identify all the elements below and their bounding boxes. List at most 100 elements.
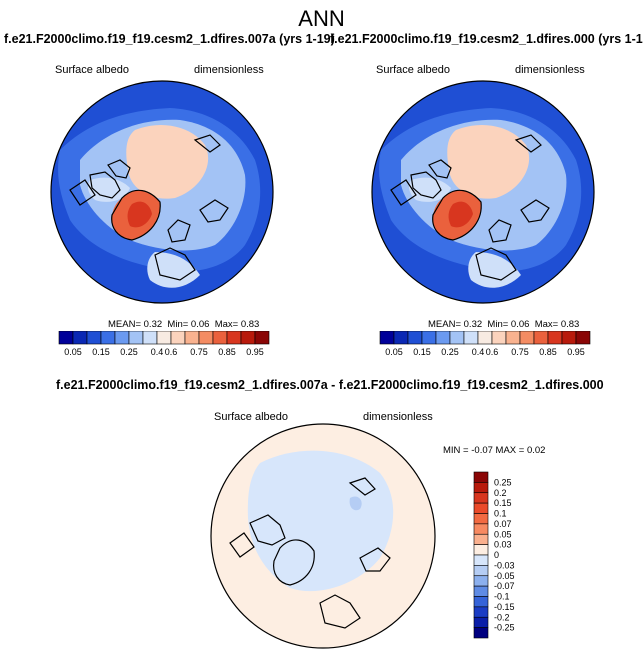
colorbar-swatch: [100, 331, 116, 345]
right-greenland-top: [448, 201, 473, 228]
diff-colorbar-swatch: [473, 471, 489, 483]
diff-colorbar-swatch: [473, 606, 489, 618]
diff-min-label: MIN =: [443, 445, 469, 456]
colorbar-swatch: [547, 331, 563, 345]
colorbar-swatch: [449, 331, 465, 345]
left-seaice: [126, 125, 209, 199]
colorbar-tick-label: 0.75: [511, 347, 529, 357]
diff-coastline: [273, 539, 315, 586]
left-coastline: [89, 171, 121, 199]
diff-max-label: MAX =: [495, 445, 525, 456]
colorbar-swatch: [393, 331, 409, 345]
colorbar-swatch: [226, 331, 242, 345]
diff-colorbar-tick-label: -0.05: [494, 571, 515, 581]
diff-colorbar-tick-label: -0.07: [494, 581, 515, 591]
diff-colorbar-swatch: [473, 616, 489, 628]
colorbar-tick-label: 0.85: [218, 347, 236, 357]
diff-colorbar-tick-label: 0: [494, 550, 499, 560]
colorbar-swatch: [86, 331, 102, 345]
colorbar-tick-label: 0.25: [441, 347, 459, 357]
colorbar-swatch: [212, 331, 228, 345]
colorbar-tick-label: 0.85: [539, 347, 557, 357]
right-seaice: [447, 125, 530, 199]
diff-colorbar-swatch: [473, 596, 489, 608]
colorbar-swatch: [435, 331, 451, 345]
left-europe-land: [147, 252, 200, 288]
colorbar-swatch: [519, 331, 535, 345]
right-coastline: [488, 219, 512, 243]
right-mean-value: 0.32: [463, 319, 483, 330]
diff-colorbar-swatch: [473, 585, 489, 597]
right-coastline: [410, 171, 442, 199]
diff-colorbar-tick-label: -0.03: [494, 560, 515, 570]
left-case-title: f.e21.F2000climo.f19_f19.cesm2_1.dfires.…: [4, 32, 335, 46]
diff-colorbar-tick-label: -0.15: [494, 602, 515, 612]
right-max-label: Max=: [534, 319, 559, 330]
right-polar-map: [371, 80, 595, 304]
diff-colorbar-tick-label: -0.2: [494, 612, 510, 622]
colorbar-tick-label: 0.4: [151, 347, 164, 357]
left-stats: MEAN= 0.32 Min= 0.06 Max= 0.83: [108, 319, 259, 330]
right-min-value: 0.06: [510, 319, 530, 330]
right-coastline: [514, 134, 542, 153]
diff-colorbar-tick-label: -0.1: [494, 592, 510, 602]
diff-colorbar-swatch: [473, 565, 489, 577]
diff-coastline: [319, 594, 361, 629]
left-variable-label: Surface albedo: [55, 64, 129, 76]
colorbar-tick-label: 0.05: [64, 347, 82, 357]
left-units-label: dimensionless: [194, 64, 264, 76]
colorbar-tick-label: 0.4: [472, 347, 485, 357]
colorbar-swatch: [184, 331, 200, 345]
left-coastline: [199, 199, 229, 223]
right-coastline: [475, 247, 517, 281]
colorbar-swatch: [477, 331, 493, 345]
colorbar-tick-label: 0.95: [567, 347, 585, 357]
left-coastline: [193, 134, 221, 153]
colorbar-swatch: [254, 331, 270, 345]
right-europe-land: [468, 252, 521, 288]
colorbar-swatch: [72, 331, 88, 345]
diff-negative-field: [247, 450, 394, 592]
left-coastline: [154, 247, 196, 281]
left-max-value: 0.83: [240, 319, 260, 330]
right-units-label: dimensionless: [515, 64, 585, 76]
right-colorbar: 0.05 0.15 0.25 0.4 0.6 0.75 0.85 0.95: [379, 331, 591, 357]
left-min-value: 0.06: [190, 319, 210, 330]
colorbar-swatch: [463, 331, 479, 345]
diff-coastline: [249, 514, 286, 546]
colorbar-swatch: [240, 331, 256, 345]
colorbar-swatch: [379, 331, 395, 345]
colorbar-swatch: [575, 331, 591, 345]
diff-negative-spot: [349, 496, 362, 511]
left-colorbar: 0.05 0.15 0.25 0.4 0.6 0.75 0.85 0.95: [58, 331, 270, 357]
diff-case-title: f.e21.F2000climo.f19_f19.cesm2_1.dfires.…: [56, 378, 604, 392]
diff-max-value: 0.02: [526, 445, 546, 456]
left-coastline: [69, 179, 96, 206]
right-case-title: f.e21.F2000climo.f19_f19.cesm2_1.dfires.…: [330, 32, 643, 46]
right-mean-label: MEAN=: [428, 319, 461, 330]
diff-colorbar-tick-label: 0.05: [494, 529, 512, 539]
diff-stats: MIN = -0.07 MAX = 0.02: [443, 445, 545, 456]
right-coastline: [390, 179, 417, 206]
left-greenland-top: [127, 201, 152, 228]
right-min-label: Min=: [487, 319, 509, 330]
diff-min-value: -0.07: [471, 445, 493, 456]
diff-colorbar-tick-label: 0.03: [494, 540, 512, 550]
diff-colorbar-tick-label: 0.07: [494, 519, 512, 529]
colorbar-swatch: [114, 331, 130, 345]
diff-units-label: dimensionless: [363, 411, 433, 423]
colorbar-tick-label: 0.6: [486, 347, 499, 357]
diff-colorbar-swatch: [473, 627, 489, 639]
diff-coastline: [359, 547, 391, 572]
colorbar-swatch: [198, 331, 214, 345]
diff-coastline: [348, 477, 376, 496]
diff-colorbar-tick-label: 0.15: [494, 498, 512, 508]
diff-colorbar-swatch: [473, 482, 489, 494]
left-max-label: Max=: [214, 319, 239, 330]
left-coastline: [167, 219, 191, 243]
colorbar-tick-label: 0.75: [190, 347, 208, 357]
diff-colorbar-swatch: [473, 523, 489, 535]
right-max-value: 0.83: [560, 319, 580, 330]
colorbar-swatch: [128, 331, 144, 345]
diff-colorbar-swatch: [473, 533, 489, 545]
